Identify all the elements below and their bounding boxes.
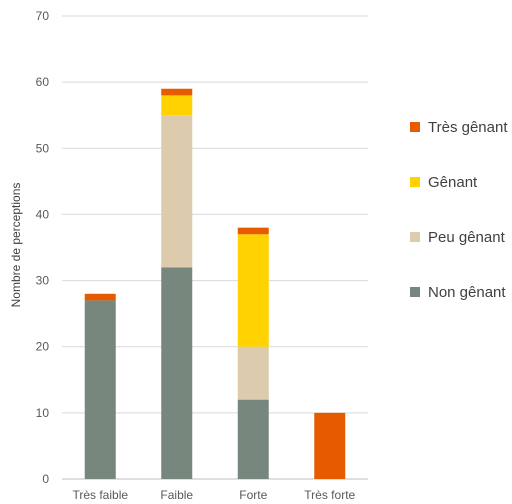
y-tick-label: 10 — [36, 406, 50, 420]
bar-segment — [84, 300, 116, 479]
x-tick-label: Forte — [239, 488, 267, 502]
legend-item: Très gênant — [410, 113, 508, 141]
y-tick-label: 30 — [36, 274, 50, 288]
legend-item: Peu gênant — [410, 223, 508, 251]
bar-segment — [161, 267, 193, 479]
bar-segment — [84, 293, 116, 301]
x-axis-tick-labels: Très faible Faible Forte Très forte — [72, 488, 355, 502]
legend-item: Gênant — [410, 168, 508, 196]
x-tick-label: Très faible — [72, 488, 128, 502]
y-axis-label: Nombre de perceptions — [9, 183, 23, 308]
legend-label: Non gênant — [428, 283, 506, 301]
x-tick-label: Très forte — [304, 488, 355, 502]
bar-segment — [237, 227, 269, 235]
bar-segment — [237, 399, 269, 479]
bar-segment — [237, 346, 269, 400]
bar-segment — [161, 88, 193, 96]
bar-segment — [161, 95, 193, 116]
bar-segment — [161, 115, 193, 268]
y-tick-label: 0 — [42, 472, 49, 486]
legend-label: Gênant — [428, 173, 478, 191]
x-tick-label: Faible — [160, 488, 193, 502]
bar-segment — [314, 412, 346, 479]
legend-swatch — [410, 287, 420, 297]
legend-item: Non gênant — [410, 278, 508, 306]
y-tick-label: 70 — [36, 9, 50, 23]
legend-label: Peu gênant — [428, 228, 505, 246]
y-axis-tick-labels: 0 10 20 30 40 50 60 70 — [36, 9, 50, 486]
legend-swatch — [410, 232, 420, 242]
bars — [84, 88, 346, 479]
legend: Très gênant Gênant Peu gênant Non gênant — [410, 113, 508, 333]
y-tick-label: 20 — [36, 340, 50, 354]
legend-swatch — [410, 177, 420, 187]
bar-segment — [237, 234, 269, 347]
y-tick-label: 50 — [36, 141, 50, 155]
legend-label: Très gênant — [428, 118, 508, 136]
y-tick-label: 40 — [36, 207, 50, 221]
legend-swatch — [410, 122, 420, 132]
y-tick-label: 60 — [36, 75, 50, 89]
